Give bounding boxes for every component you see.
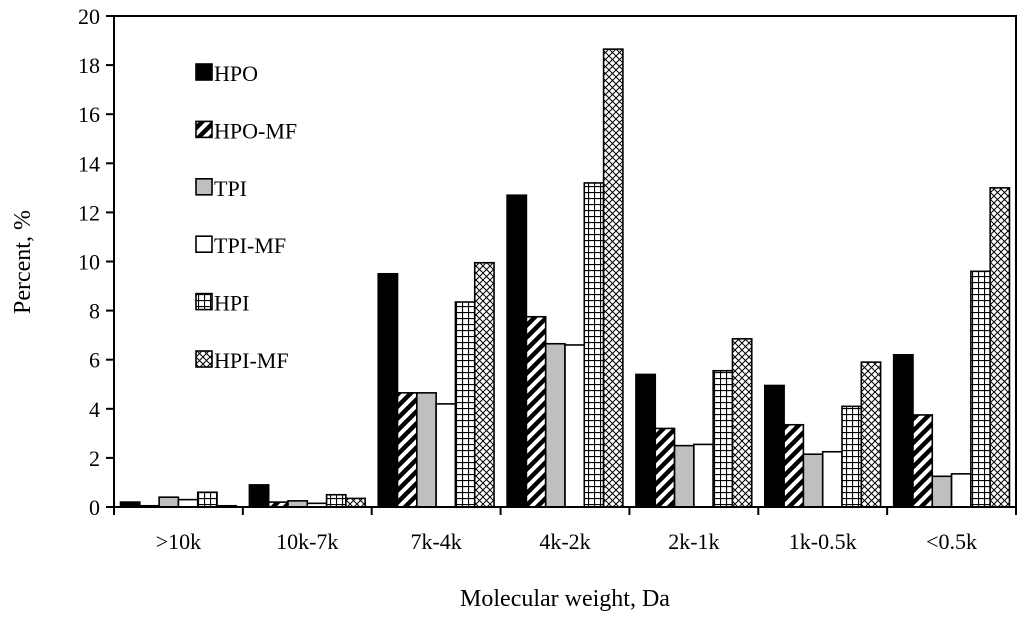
bar-hpi-2k-1k bbox=[712, 369, 734, 508]
bar-hpo-10k-7k bbox=[248, 484, 270, 508]
bar-tpi-0-5k bbox=[931, 475, 953, 508]
y-tick-label: 12 bbox=[78, 200, 100, 225]
legend-label-hpo-mf: HPO-MF bbox=[214, 118, 297, 143]
y-tick-label: 18 bbox=[78, 53, 100, 78]
legend-swatch-tpi-mf bbox=[195, 235, 213, 253]
y-tick-label: 20 bbox=[78, 4, 100, 29]
bar-hpo-mf-7k-4k bbox=[396, 392, 418, 508]
bar-tpi-mf-4k-2k bbox=[564, 344, 586, 508]
legend-item-hpi-mf: HPI-MF bbox=[195, 348, 289, 373]
bar-tpi-mf-10k bbox=[177, 498, 199, 508]
x-axis-ticks: >10k 10k-7k 7k-4k 4k-2k 2k-1k 1k-0.5k <0.5k bbox=[113, 507, 1017, 554]
bars-layer bbox=[119, 48, 1011, 508]
y-tick-label: 16 bbox=[78, 102, 100, 127]
legend-label-tpi-mf: TPI-MF bbox=[214, 233, 286, 258]
bar-tpi-mf-7k-4k bbox=[435, 403, 457, 508]
bar-hpi-10k bbox=[196, 491, 218, 508]
bar-hpi-7k-4k bbox=[454, 301, 476, 508]
bar-hpi-mf-7k-4k bbox=[473, 261, 495, 508]
x-tick-label: 4k-2k bbox=[539, 529, 590, 554]
bar-hpo-mf-4k-2k bbox=[525, 315, 547, 508]
bar-tpi-mf-1k-0-5k bbox=[821, 450, 843, 508]
bar-hpo-1k-0-5k bbox=[764, 384, 785, 508]
bar-hpo-mf-0-5k bbox=[912, 414, 934, 508]
bar-hpo-4k-2k bbox=[506, 194, 528, 508]
x-axis-label: Molecular weight, Da bbox=[460, 586, 670, 612]
legend-label-hpi-mf: HPI-MF bbox=[214, 348, 289, 373]
bar-hpi-0-5k bbox=[970, 270, 991, 508]
y-tick-label: 10 bbox=[78, 250, 100, 275]
bar-hpo-2k-1k bbox=[635, 373, 657, 508]
bar-hpi-4k-2k bbox=[583, 182, 605, 508]
legend-item-hpo: HPO bbox=[195, 61, 258, 86]
bar-hpi-1k-0-5k bbox=[841, 405, 863, 508]
legend-swatch-tpi bbox=[195, 178, 213, 196]
bar-hpi-mf-10k-7k bbox=[345, 497, 366, 508]
bar-hpi-mf-1k-0-5k bbox=[860, 361, 882, 508]
y-tick-label: 2 bbox=[89, 446, 100, 471]
y-tick-label: 4 bbox=[89, 397, 100, 422]
y-axis-ticks: 0 2 4 6 8 10 12 14 16 18 20 bbox=[78, 4, 114, 520]
legend-swatch-hpi bbox=[195, 292, 213, 311]
y-tick-label: 14 bbox=[78, 151, 100, 176]
legend-swatch-hpi-mf bbox=[195, 350, 213, 368]
bar-hpo-0-5k bbox=[892, 353, 914, 508]
legend-swatch-hpo bbox=[195, 63, 213, 81]
bar-tpi-1k-0-5k bbox=[802, 453, 824, 508]
legend-item-hpi: HPI bbox=[195, 291, 249, 316]
y-tick-label: 8 bbox=[89, 299, 100, 324]
y-tick-label: 6 bbox=[89, 348, 100, 373]
x-tick-label: >10k bbox=[156, 529, 201, 554]
bar-hpo-7k-4k bbox=[377, 272, 399, 508]
bar-tpi-2k-1k bbox=[673, 444, 695, 508]
legend-swatch-hpo-mf bbox=[195, 120, 213, 139]
bar-hpi-mf-4k-2k bbox=[602, 48, 624, 508]
bar-hpo-mf-1k-0-5k bbox=[783, 423, 805, 508]
legend: HPO HPO-MF TPI TPI-MF HPI HPI-MF bbox=[195, 61, 297, 373]
x-tick-label: 2k-1k bbox=[668, 529, 719, 554]
x-tick-label: 7k-4k bbox=[410, 529, 461, 554]
legend-label-hpo: HPO bbox=[214, 61, 258, 86]
x-tick-label: 10k-7k bbox=[276, 529, 338, 554]
y-tick-label: 0 bbox=[89, 495, 100, 520]
bar-hpi-mf-0-5k bbox=[989, 187, 1011, 508]
bar-tpi-mf-2k-1k bbox=[693, 443, 714, 508]
x-tick-label: <0.5k bbox=[926, 529, 977, 554]
bar-hpi-10k-7k bbox=[325, 493, 347, 508]
legend-label-hpi: HPI bbox=[214, 291, 249, 316]
y-axis-label: Percent, % bbox=[10, 210, 36, 314]
bar-tpi-4k-2k bbox=[544, 342, 566, 508]
bar-tpi-10k bbox=[158, 496, 180, 508]
x-tick-label: 1k-0.5k bbox=[789, 529, 857, 554]
legend-label-tpi: TPI bbox=[214, 176, 247, 201]
bar-tpi-mf-0-5k bbox=[950, 473, 972, 508]
legend-item-tpi-mf: TPI-MF bbox=[195, 233, 286, 258]
legend-item-tpi: TPI bbox=[195, 176, 247, 201]
bar-hpo-mf-2k-1k bbox=[654, 427, 676, 508]
bar-tpi-7k-4k bbox=[416, 392, 437, 508]
legend-item-hpo-mf: HPO-MF bbox=[195, 118, 297, 143]
bar-hpi-mf-2k-1k bbox=[731, 338, 753, 508]
